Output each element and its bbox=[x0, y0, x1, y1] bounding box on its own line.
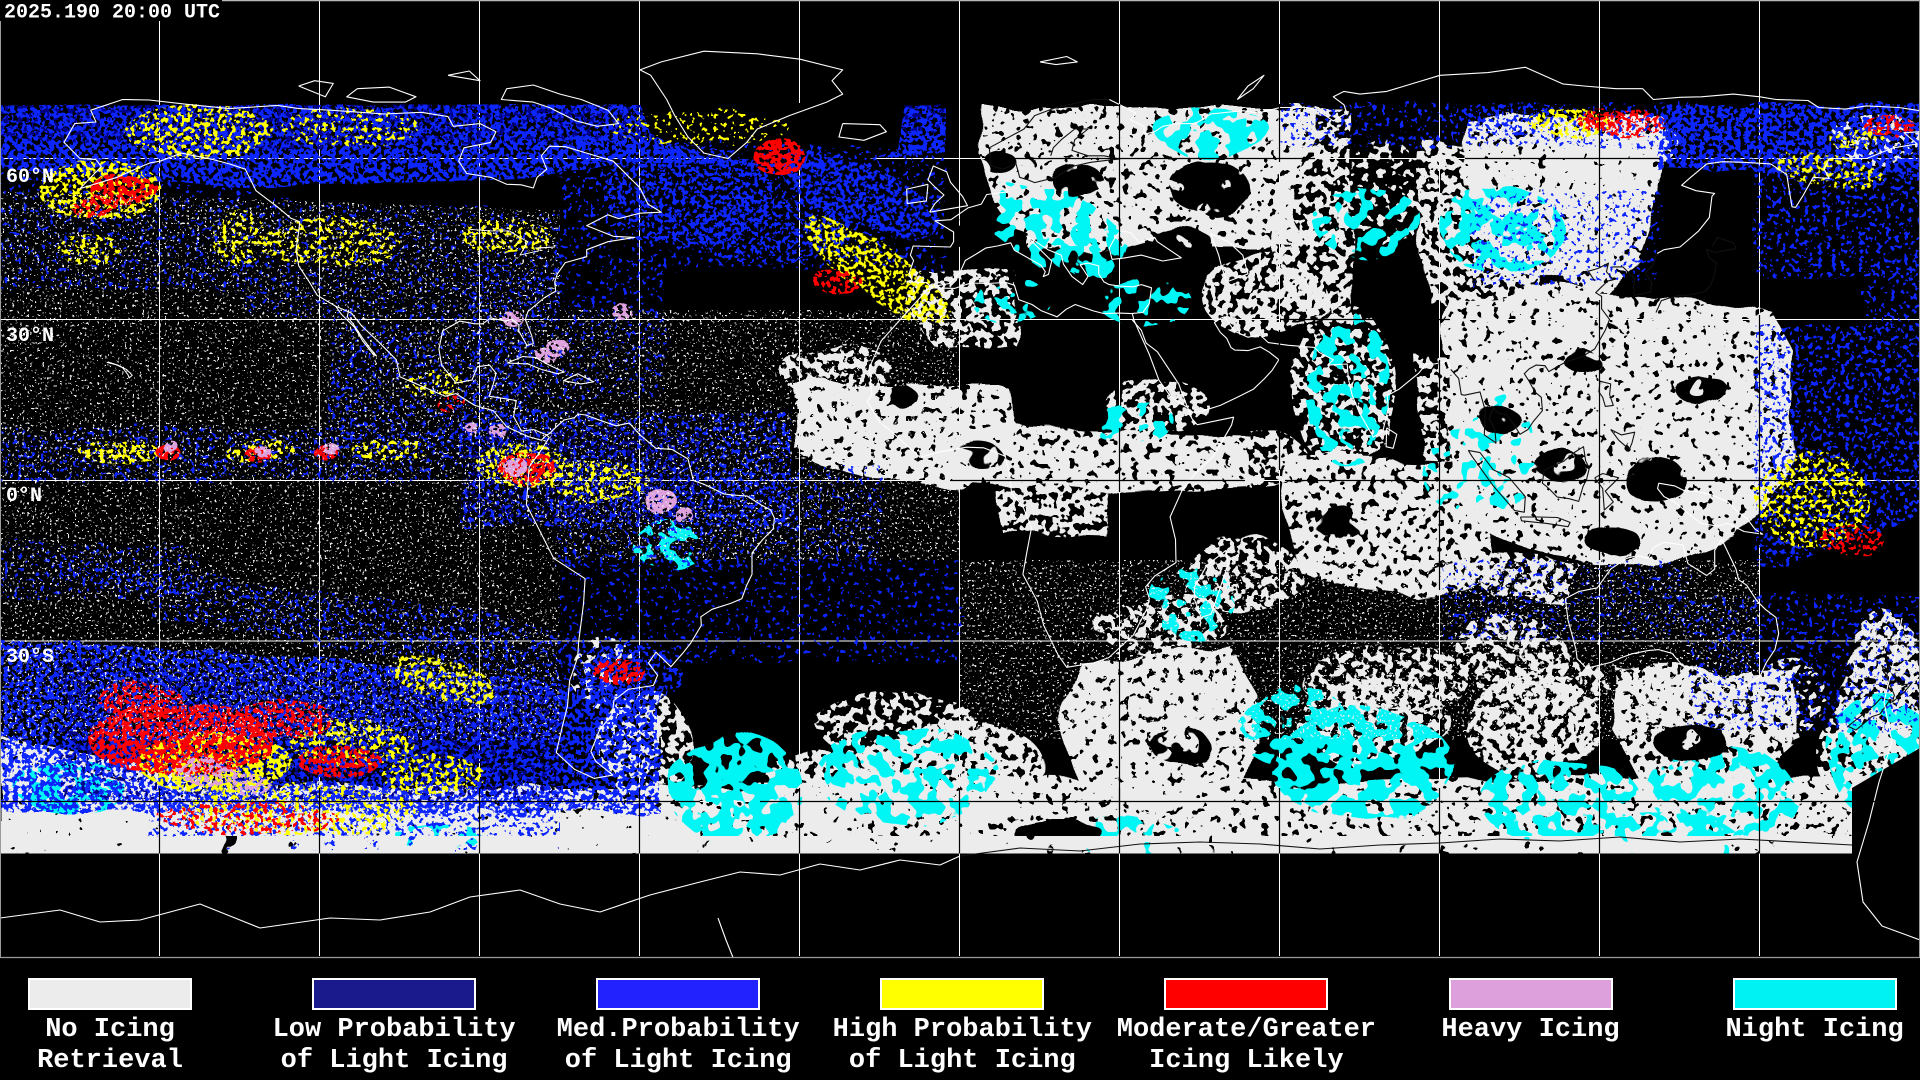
svg-text:High Probability: High Probability bbox=[833, 1015, 1092, 1045]
svg-text:Night Icing: Night Icing bbox=[1725, 1015, 1903, 1045]
svg-text:of Light Icing: of Light Icing bbox=[565, 1046, 792, 1076]
svg-text:Low Probability: Low Probability bbox=[273, 1015, 516, 1045]
svg-text:0°N: 0°N bbox=[6, 485, 42, 508]
svg-text:30°S: 30°S bbox=[6, 646, 54, 669]
svg-text:of Light Icing: of Light Icing bbox=[281, 1046, 508, 1076]
svg-text:No Icing: No Icing bbox=[45, 1015, 175, 1045]
svg-text:Icing Likely: Icing Likely bbox=[1149, 1046, 1343, 1076]
svg-text:Heavy Icing: Heavy Icing bbox=[1441, 1015, 1619, 1045]
svg-text:of Light Icing: of Light Icing bbox=[849, 1046, 1076, 1076]
svg-text:Moderate/Greater: Moderate/Greater bbox=[1117, 1015, 1376, 1045]
svg-text:Retrieval: Retrieval bbox=[37, 1046, 183, 1076]
svg-text:Med.Probability: Med.Probability bbox=[557, 1015, 800, 1045]
svg-text:2025.190 20:00 UTC: 2025.190 20:00 UTC bbox=[4, 2, 220, 25]
svg-text:30°N: 30°N bbox=[6, 325, 54, 348]
svg-text:60°N: 60°N bbox=[6, 166, 54, 189]
